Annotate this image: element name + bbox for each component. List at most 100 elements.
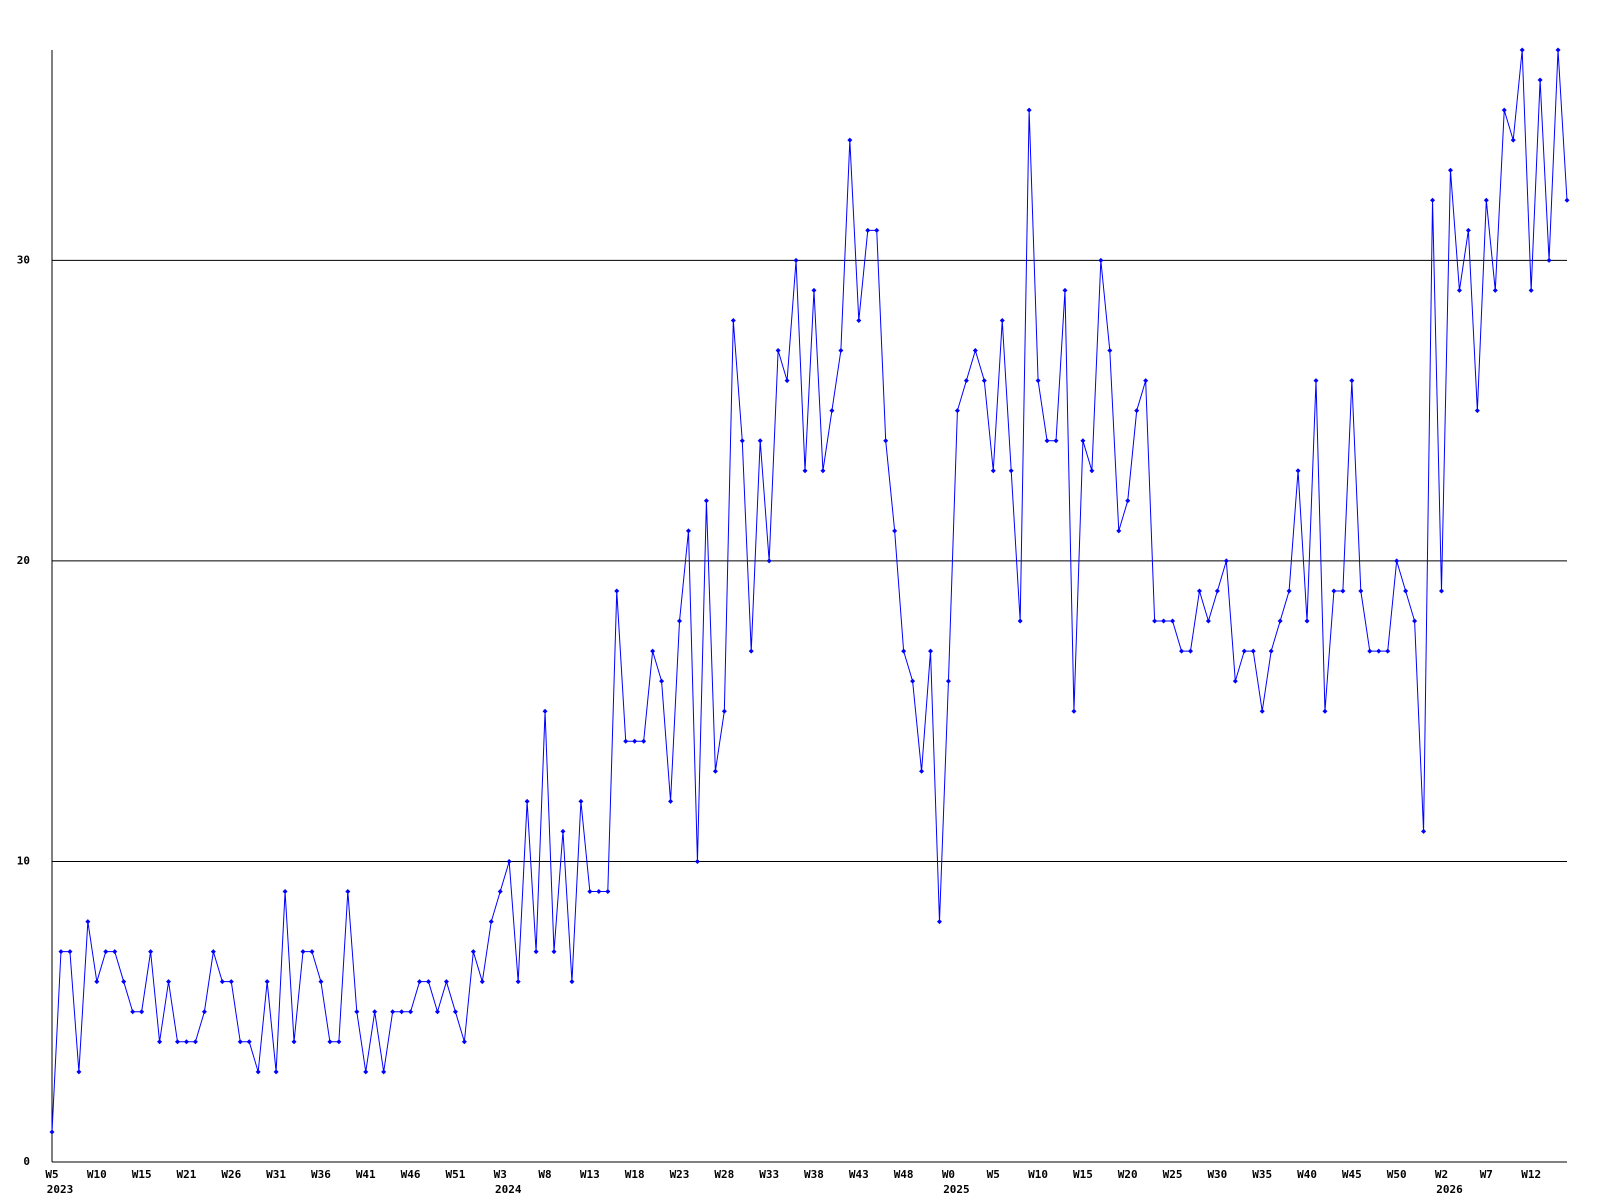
data-point [148,949,154,955]
data-point [1331,588,1337,594]
data-point [515,979,521,985]
data-point [874,227,880,233]
data-point [685,528,691,534]
data-point [605,889,611,895]
data-point [1214,588,1220,594]
x-tick-label: W10 [87,1168,107,1181]
data-point [1483,197,1489,203]
data-point [426,979,432,985]
data-point [910,678,916,684]
y-tick-label: 10 [17,854,30,867]
data-point [237,1039,243,1045]
data-point [650,648,656,654]
data-point [1044,438,1050,444]
data-point [999,317,1005,323]
x-tick-label: W18 [625,1168,645,1181]
data-point [67,949,73,955]
x-tick-label: W31 [266,1168,286,1181]
data-point [443,979,449,985]
x-tick-label: W26 [221,1168,241,1181]
data-point [497,889,503,895]
data-point [721,708,727,714]
data-point [1250,648,1256,654]
data-point [954,408,960,414]
data-point [1062,287,1068,293]
data-point [273,1069,279,1075]
x-tick-label: W30 [1207,1168,1227,1181]
data-point [1510,137,1516,143]
data-point [408,1009,414,1015]
data-point [183,1039,189,1045]
data-point [892,528,898,534]
data-point [963,378,969,384]
y-tick-label: 0 [23,1155,30,1168]
data-point [1456,287,1462,293]
data-point [1340,588,1346,594]
data-point [157,1039,163,1045]
data-point [1295,468,1301,474]
data-point [327,1039,333,1045]
data-point [614,588,620,594]
data-point [121,979,127,985]
x-tick-label: W45 [1342,1168,1362,1181]
data-point [1259,708,1265,714]
y-tick-label: 30 [17,253,30,266]
data-point [1501,107,1507,113]
data-point [883,438,889,444]
data-point [166,979,172,985]
data-point [757,438,763,444]
data-point [1421,828,1427,834]
data-point [246,1039,252,1045]
data-point [838,348,844,354]
x-tick-label: W36 [311,1168,331,1181]
data-point [1465,227,1471,233]
x-tick-label: W3 [494,1168,507,1181]
data-point [228,979,234,985]
data-point [1170,618,1176,624]
data-point [1196,588,1202,594]
data-point [1241,648,1247,654]
x-tick-label: W46 [401,1168,421,1181]
x-tick-label: W51 [445,1168,465,1181]
data-point [264,979,270,985]
x-tick-label: W28 [714,1168,734,1181]
data-point [623,738,629,744]
data-point [981,378,987,384]
data-point [461,1039,467,1045]
data-point [336,1039,342,1045]
data-point [1232,678,1238,684]
data-point [1205,618,1211,624]
data-point [829,408,835,414]
data-point [1313,378,1319,384]
data-point [928,648,934,654]
data-point [372,1009,378,1015]
data-point [802,468,808,474]
data-point [739,438,745,444]
data-point [748,648,754,654]
data-point [972,348,978,354]
data-point [192,1039,198,1045]
data-point [1412,618,1418,624]
data-point [1474,408,1480,414]
data-point [1017,618,1023,624]
x-tick-label: W2 [1435,1168,1448,1181]
data-point [820,468,826,474]
data-point [1026,107,1032,113]
data-point [94,979,100,985]
data-point [1080,438,1086,444]
data-point [1564,197,1570,203]
x-tick-label: W15 [1073,1168,1093,1181]
x-tick-label: W5 [45,1168,58,1181]
x-year-label: 2023 [47,1183,74,1196]
data-point [730,317,736,323]
data-point [417,979,423,985]
x-tick-label: W40 [1297,1168,1317,1181]
data-point [793,257,799,263]
data-point [641,738,647,744]
data-point [775,348,781,354]
x-tick-label: W7 [1480,1168,1493,1181]
data-point [936,919,942,925]
data-point [712,768,718,774]
data-point [1519,47,1525,53]
data-point [470,949,476,955]
